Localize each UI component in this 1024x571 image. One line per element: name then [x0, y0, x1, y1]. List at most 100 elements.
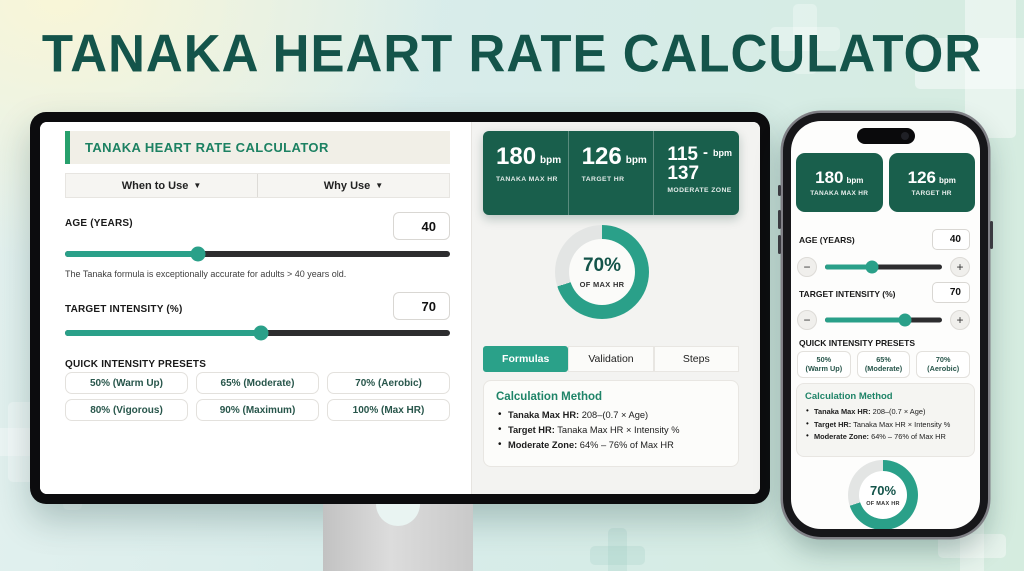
desktop-screen: TANAKA HEART RATE CALCULATOR When to Use… [40, 122, 760, 494]
dynamic-island [856, 128, 915, 144]
formula-target-hr: Target HR: Tanaka Max HR × Intensity % [496, 424, 726, 435]
phone-intensity-slider-row: − + [797, 309, 970, 331]
phone-max-hr-unit: bpm [846, 175, 864, 185]
phone-age-slider-thumb[interactable] [865, 260, 879, 274]
phone-target-hr-value: 126 [907, 167, 936, 187]
calculator-header: TANAKA HEART RATE CALCULATOR [65, 131, 450, 164]
age-minus-button[interactable]: − [797, 257, 817, 277]
phone-preset-50-button[interactable]: 50% (Warm Up) [797, 351, 851, 378]
results-tabs: Formulas Validation Steps [483, 346, 739, 372]
intensity-slider[interactable] [65, 325, 450, 341]
gauge-hole [569, 239, 635, 305]
age-label: AGE (YEARS) [65, 218, 133, 229]
chevron-down-icon: ▼ [375, 181, 384, 190]
phone-intensity-slider-thumb[interactable] [898, 313, 912, 327]
zone-dash: - [703, 144, 708, 161]
presets-label: QUICK INTENSITY PRESETS [65, 359, 207, 370]
phone-age-slider[interactable] [825, 259, 942, 275]
preset-80-button[interactable]: 80% (Vigorous) [65, 399, 188, 421]
why-use-dropdown[interactable]: Why Use ▼ [257, 174, 449, 197]
monitor-stand-notch [376, 504, 420, 526]
zone-high-value: 137 [667, 163, 700, 184]
hr-stats-card: 180 bpm TANAKA MAX HR 126 bpm TARGET HR [483, 131, 739, 215]
tanaka-max-hr-stat: 180 bpm TANAKA MAX HR [483, 131, 568, 215]
phone-screen: 180 bpm TANAKA MAX HR 126 bpm TARGET HR … [791, 121, 980, 529]
phone-formula-moderate-zone: Moderate Zone: 64% – 76% of Max HR [805, 431, 966, 441]
header-accent-bar [65, 131, 70, 164]
phone-calculation-method-card: Calculation Method Tanaka Max HR: 208–(0… [796, 383, 975, 457]
age-note: The Tanaka formula is exceptionally accu… [65, 269, 347, 279]
max-hr-label: TANAKA MAX HR [496, 176, 558, 183]
age-slider[interactable] [65, 246, 450, 262]
moderate-zone-stat: 115 - bpm 137 MODERATE ZONE [653, 131, 739, 215]
page-title: TANAKA HEART RATE CALCULATOR [41, 23, 983, 84]
phone-max-hr-label: TANAKA MAX HR [810, 189, 869, 197]
target-hr-value: 126 [581, 143, 622, 170]
phone-age-slider-row: − + [797, 256, 970, 278]
phone-presets-label: QUICK INTENSITY PRESETS [799, 338, 916, 348]
phone-stats-row: 180 bpm TANAKA MAX HR 126 bpm TARGET HR [796, 153, 975, 212]
max-hr-value: 180 [496, 143, 537, 170]
phone-mute-button [778, 185, 781, 196]
calculation-method-title: Calculation Method [496, 391, 603, 403]
phone-volume-down-button [778, 235, 781, 254]
zone-unit: bpm [713, 148, 732, 158]
intensity-label: TARGET INTENSITY (%) [65, 304, 183, 315]
phone-preset-70-button[interactable]: 70% (Aerobic) [916, 351, 971, 378]
phone-max-hr-value: 180 [815, 167, 844, 187]
target-hr-label: TARGET HR [581, 176, 625, 183]
tab-validation[interactable]: Validation [568, 346, 654, 372]
phone-gauge-sub-label: OF MAX HR [866, 501, 900, 507]
age-value-box[interactable]: 40 [393, 212, 450, 240]
when-to-use-label: When to Use [121, 179, 189, 192]
phone-age-value-box[interactable]: 40 [932, 229, 970, 250]
preset-90-button[interactable]: 90% (Maximum) [196, 399, 319, 421]
intensity-slider-thumb[interactable] [253, 325, 269, 341]
phone-intensity-label: TARGET INTENSITY (%) [799, 289, 896, 299]
phone-max-hr-percent-gauge: 70% OF MAX HR [848, 460, 918, 529]
phone-max-hr-stat: 180 bpm TANAKA MAX HR [796, 153, 883, 212]
tab-steps[interactable]: Steps [653, 346, 739, 372]
why-use-label: Why Use [323, 179, 371, 192]
phone-target-hr-label: TARGET HR [911, 189, 952, 197]
preset-65-button[interactable]: 65% (Moderate) [196, 372, 319, 394]
when-to-use-dropdown[interactable]: When to Use ▼ [66, 174, 257, 197]
phone-presets-row: 50% (Warm Up) 65% (Moderate) 70% (Aerobi… [797, 351, 971, 378]
age-slider-thumb[interactable] [190, 246, 206, 262]
gauge-hole [859, 471, 907, 519]
calculation-method-list: Tanaka Max HR: 208–(0.7 × Age) Target HR… [496, 409, 726, 450]
phone-preset-65-button[interactable]: 65% (Moderate) [856, 351, 911, 378]
age-plus-button[interactable]: + [950, 257, 970, 277]
phone-volume-up-button [778, 210, 781, 229]
cross-decoration [590, 528, 645, 571]
calculation-method-card: Calculation Method Tanaka Max HR: 208–(0… [483, 380, 739, 467]
phone-target-hr-stat: 126 bpm TARGET HR [888, 153, 975, 212]
preset-100-button[interactable]: 100% (Max HR) [327, 399, 450, 421]
intensity-plus-button[interactable]: + [950, 310, 970, 330]
gauge-percent-value: 70% [582, 255, 622, 276]
phone-intensity-slider[interactable] [825, 312, 942, 328]
presets-grid: 50% (Warm Up) 65% (Moderate) 70% (Aerobi… [65, 372, 450, 421]
phone-intensity-value-box[interactable]: 70 [932, 282, 970, 303]
moderate-zone-label: MODERATE ZONE [667, 187, 732, 194]
preset-50-button[interactable]: 50% (Warm Up) [65, 372, 188, 394]
phone-target-hr-unit: bpm [938, 175, 956, 185]
formula-moderate-zone: Moderate Zone: 64% – 76% of Max HR [496, 439, 726, 450]
target-hr-stat: 126 bpm TARGET HR [567, 131, 654, 215]
intensity-value-box[interactable]: 70 [393, 292, 450, 320]
phone-formula-max-hr: Tanaka Max HR: 208–(0.7 × Age) [805, 406, 966, 416]
phone-formula-target-hr: Target HR: Tanaka Max HR × Intensity % [805, 419, 966, 429]
phone-power-button [990, 221, 993, 249]
tab-formulas[interactable]: Formulas [483, 346, 569, 372]
preset-70-button[interactable]: 70% (Aerobic) [327, 372, 450, 394]
phone-age-slider-fill [825, 264, 872, 270]
phone-age-slider-track[interactable] [825, 264, 942, 270]
calculator-form-panel: TANAKA HEART RATE CALCULATOR When to Use… [40, 122, 471, 494]
phone-mockup: 180 bpm TANAKA MAX HR 126 bpm TARGET HR … [778, 113, 993, 537]
phone-calculation-method-list: Tanaka Max HR: 208–(0.7 × Age) Target HR… [805, 406, 966, 441]
age-slider-track[interactable] [65, 251, 450, 257]
phone-calculation-method-title: Calculation Method [805, 391, 893, 402]
max-hr-percent-gauge: 70% OF MAX HR [555, 225, 649, 319]
intensity-minus-button[interactable]: − [797, 310, 817, 330]
